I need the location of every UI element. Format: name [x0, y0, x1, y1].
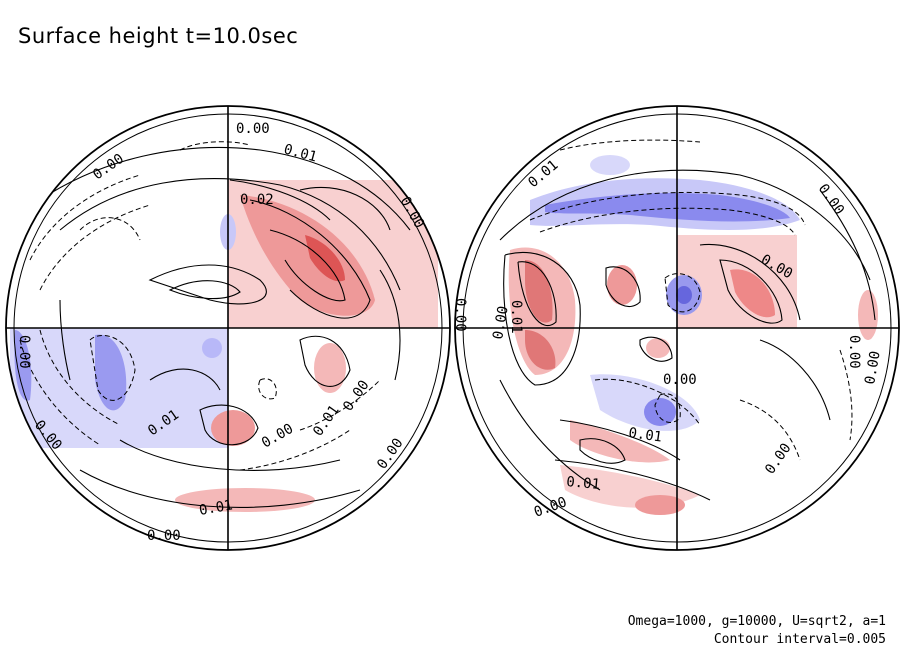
left-hemisphere-boundary	[5, 105, 451, 551]
right-hemisphere-boundary	[454, 105, 900, 551]
left-contour-label: 0.00	[236, 121, 270, 137]
left-contour-label: 0.00	[16, 335, 32, 369]
figure-title: Surface height t=10.0sec	[18, 24, 299, 48]
right-hemisphere	[455, 106, 899, 550]
right-contour-label: 0.00	[846, 335, 862, 369]
contour-interval-caption: Contour interval=0.005	[713, 632, 886, 647]
right-contour-label: 0.00	[862, 350, 884, 386]
left-contour-label: 0.02	[240, 192, 274, 208]
left-contour-label: 0.00	[147, 528, 181, 544]
left-negative-core	[95, 334, 127, 411]
left-positive-blob	[211, 410, 255, 446]
right-contour-label: 0.01	[566, 474, 601, 493]
left-negative-strip	[14, 330, 32, 401]
right-contour-label: 0.01	[627, 425, 663, 446]
right-contour-label: 0.00	[663, 372, 697, 388]
left-hemisphere	[6, 106, 450, 550]
right-contour-label: 0.01	[508, 300, 524, 334]
left-contour-label: 0.01	[198, 497, 234, 519]
left-contour-label: 0.00	[452, 298, 468, 332]
right-contour-label: 0.00	[490, 305, 512, 341]
left-positive-peak	[305, 235, 345, 282]
parameters-caption: Omega=1000, g=10000, U=sqrt2, a=1	[627, 614, 886, 629]
